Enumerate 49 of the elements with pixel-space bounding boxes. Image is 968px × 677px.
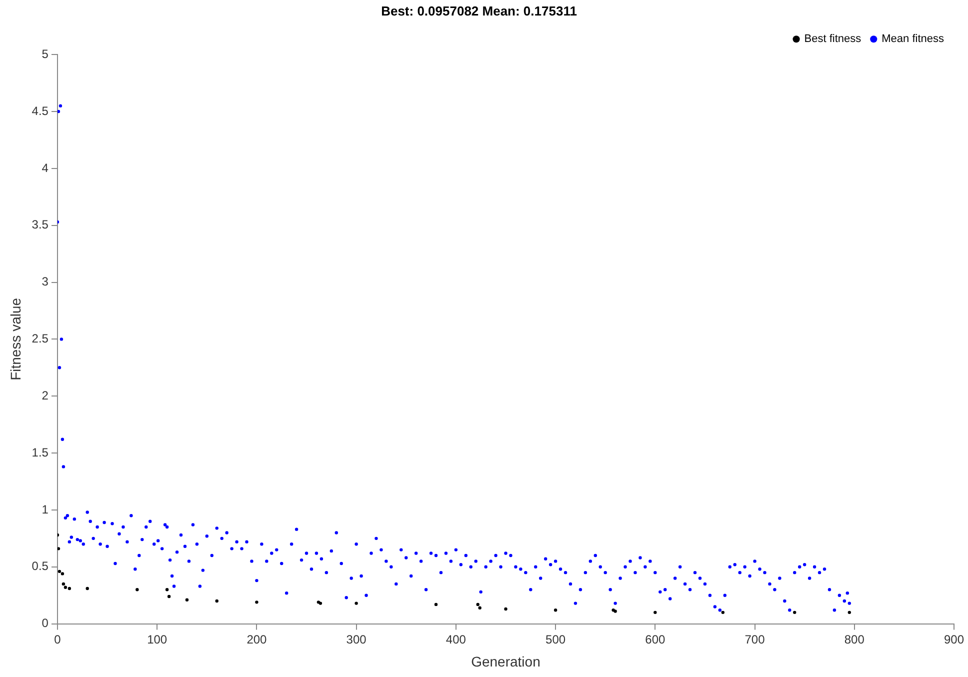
point xyxy=(434,602,438,606)
x-tick-label: 900 xyxy=(944,632,964,646)
point xyxy=(57,547,60,550)
y-tick-label: 2.5 xyxy=(32,332,49,346)
point xyxy=(185,598,189,602)
y-tick-label: 0.5 xyxy=(32,559,49,574)
point xyxy=(58,570,62,574)
y-tick-label: 3 xyxy=(42,274,49,289)
x-tick-label: 600 xyxy=(645,632,666,646)
point xyxy=(793,610,796,614)
y-tick-label: 5 xyxy=(42,46,49,61)
point xyxy=(215,599,218,603)
x-tick-label: 400 xyxy=(446,632,466,646)
x-tick-label: 700 xyxy=(744,632,766,646)
point xyxy=(478,606,482,610)
y-tick-label: 4.5 xyxy=(32,104,49,118)
point xyxy=(167,594,171,598)
point xyxy=(354,602,358,605)
x-tick-label: 200 xyxy=(246,632,268,646)
y-tick-label: 1.5 xyxy=(32,445,49,460)
y-tick-label: 1 xyxy=(42,502,49,516)
x-tick-label: 0 xyxy=(54,632,62,646)
point xyxy=(654,610,657,614)
point xyxy=(476,602,480,606)
chart-title: Best: 0.0957082 Mean: 0.175311 xyxy=(381,3,577,18)
y-tick-label: 3.5 xyxy=(32,218,49,232)
point xyxy=(68,586,72,590)
x-tick-label: 800 xyxy=(844,632,865,646)
point xyxy=(64,586,68,589)
y-axis-title: Fitness value xyxy=(7,298,24,380)
y-tick-label: 0 xyxy=(42,616,49,630)
point xyxy=(136,588,139,592)
point xyxy=(848,610,852,614)
x-tick-label: 500 xyxy=(546,632,566,646)
legend-label: Mean fitness xyxy=(882,33,944,46)
point xyxy=(60,572,64,576)
point xyxy=(86,586,89,590)
y-tick-label: 4 xyxy=(42,160,49,175)
point xyxy=(721,610,724,614)
x-axis-title: Generation xyxy=(471,653,540,670)
x-tick-label: 100 xyxy=(147,632,168,646)
point xyxy=(554,608,558,612)
point xyxy=(62,582,66,586)
point xyxy=(165,588,169,592)
x-tick-label: 300 xyxy=(346,632,367,646)
point xyxy=(255,600,258,604)
legend-label: Best fitness xyxy=(804,33,862,46)
point xyxy=(504,607,508,611)
y-tick-label: 2 xyxy=(42,388,49,402)
